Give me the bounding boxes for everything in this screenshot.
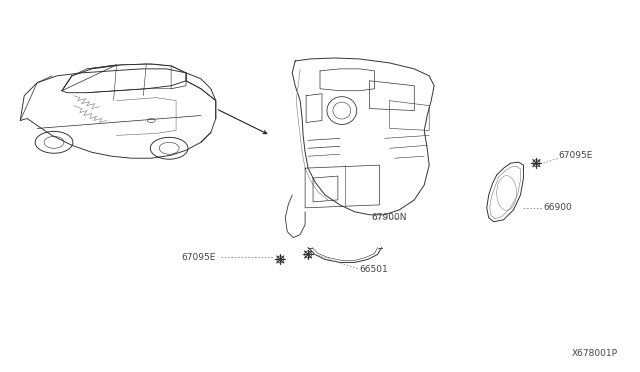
Text: 66501: 66501 — [360, 265, 388, 274]
Text: 67095E: 67095E — [558, 151, 593, 160]
Text: 67900N: 67900N — [372, 213, 407, 222]
Text: 67095E: 67095E — [181, 253, 216, 262]
Text: X678001P: X678001P — [572, 349, 618, 358]
Text: 66900: 66900 — [543, 203, 572, 212]
